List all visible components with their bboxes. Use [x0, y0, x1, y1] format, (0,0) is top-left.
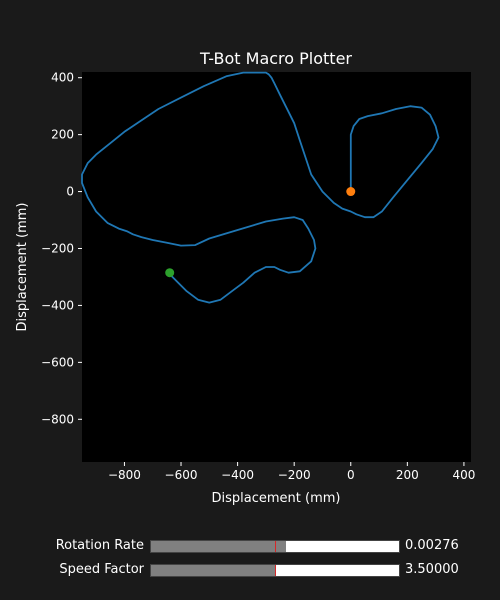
y-tick-label: −200 — [41, 241, 74, 255]
y-tick-label: 400 — [51, 71, 74, 85]
y-axis-label: Displacement (mm) — [15, 203, 30, 332]
y-tick-label: −600 — [41, 355, 74, 369]
speed-factor-slider-fill[interactable] — [151, 565, 275, 576]
rotation-rate-slider-row: Rotation Rate 0.00276 — [0, 538, 500, 554]
rotation-rate-slider-fill[interactable] — [151, 541, 286, 552]
x-tick-label: 200 — [396, 468, 419, 482]
axes-background — [82, 72, 471, 462]
y-tick-label: −800 — [41, 412, 74, 426]
rotation-rate-initial-marker — [275, 541, 276, 552]
speed-factor-initial-marker — [275, 565, 276, 576]
rotation-rate-slider[interactable] — [150, 540, 400, 553]
rotation-rate-value: 0.00276 — [405, 538, 459, 554]
chart-title: T-Bot Macro Plotter — [199, 49, 352, 68]
x-tick-label: −600 — [165, 468, 198, 482]
x-tick-label: −400 — [221, 468, 254, 482]
x-axis-label: Displacement (mm) — [212, 491, 341, 506]
rotation-rate-label: Rotation Rate — [56, 538, 144, 554]
y-tick-label: 0 — [66, 185, 74, 199]
speed-factor-slider[interactable] — [150, 564, 400, 577]
speed-factor-value: 3.50000 — [405, 562, 459, 578]
x-tick-label: 400 — [452, 468, 475, 482]
y-tick-label: −400 — [41, 298, 74, 312]
speed-factor-slider-row: Speed Factor 3.50000 — [0, 562, 500, 578]
start-point-marker — [346, 187, 355, 196]
x-tick-label: 0 — [347, 468, 355, 482]
y-tick-label: 200 — [51, 128, 74, 142]
x-tick-label: −800 — [108, 468, 141, 482]
end-point-marker — [165, 268, 174, 277]
x-tick-label: −200 — [278, 468, 311, 482]
speed-factor-label: Speed Factor — [59, 562, 144, 578]
